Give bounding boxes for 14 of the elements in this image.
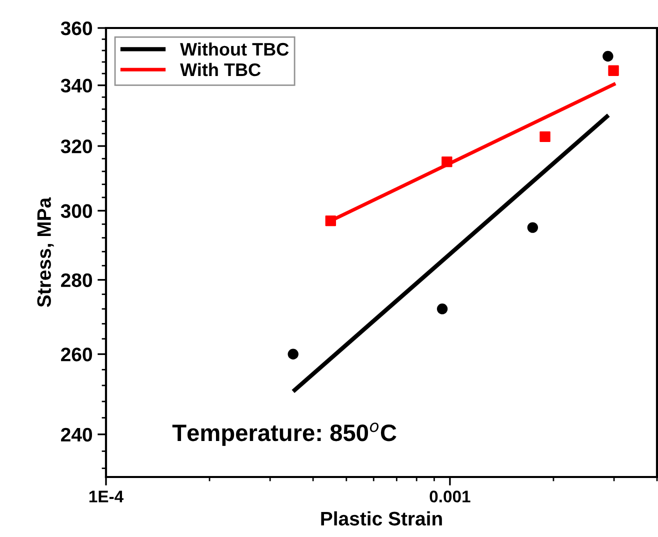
legend-label: Without TBC [180, 42, 289, 56]
y-axis-title: Stress, MPa [37, 197, 54, 308]
y-tick-label: 360 [60, 21, 92, 36]
x-tick-label: 0.001 [430, 490, 470, 502]
y-tick-label: 320 [60, 140, 92, 154]
y-tick-label: 280 [61, 273, 92, 288]
y-tick-label: 300 [60, 204, 92, 218]
x-axis-title: Plastic Strain [321, 511, 442, 526]
x-tick-label: 1E-4 [89, 490, 124, 502]
y-tick-label: 240 [61, 428, 92, 442]
annotation: Temperature: 850$^{o}$C [172, 422, 396, 446]
y-tick-label: 260 [61, 348, 92, 362]
legend-label: With TBC [180, 62, 261, 76]
y-tick-label: 340 [60, 78, 92, 93]
